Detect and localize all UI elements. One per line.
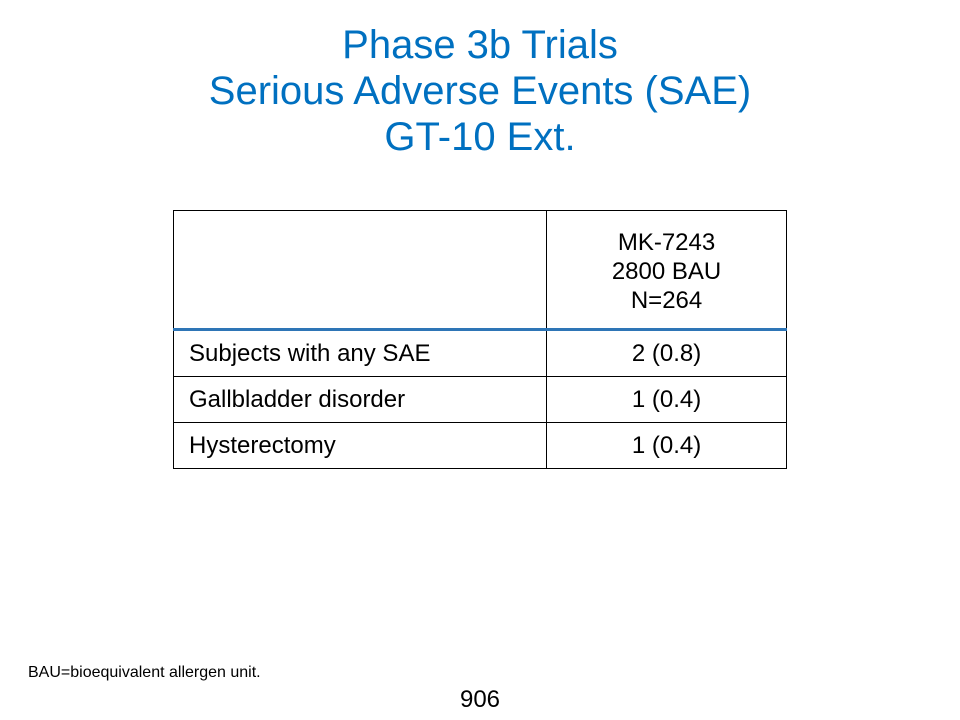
row-label: Gallbladder disorder — [172, 376, 548, 423]
header-n: N=264 — [630, 287, 703, 314]
table-header-row: MK-7243 2800 BAU N=264 — [172, 210, 787, 331]
header-dose: 2800 BAU — [611, 258, 722, 285]
slide-title: Phase 3b Trials Serious Adverse Events (… — [0, 22, 960, 160]
header-empty-cell — [172, 210, 548, 331]
row-label: Hysterectomy — [172, 422, 548, 469]
table-row: Hysterectomy 1 (0.4) — [172, 422, 787, 469]
row-label: Subjects with any SAE — [172, 329, 548, 377]
table-row: Gallbladder disorder 1 (0.4) — [172, 376, 787, 423]
sae-table: MK-7243 2800 BAU N=264 Subjects with any… — [172, 210, 787, 469]
header-treatment-cell: MK-7243 2800 BAU N=264 — [546, 210, 787, 331]
row-value: 1 (0.4) — [546, 422, 787, 469]
header-drug-name: MK-7243 — [617, 229, 716, 256]
table-row: Subjects with any SAE 2 (0.8) — [172, 329, 787, 377]
row-value: 1 (0.4) — [546, 376, 787, 423]
footnote: BAU=bioequivalent allergen unit. — [28, 664, 261, 681]
page-number: 906 — [459, 686, 501, 713]
title-line-3: GT-10 Ext. — [384, 115, 576, 159]
title-line-1: Phase 3b Trials — [342, 23, 618, 67]
row-value: 2 (0.8) — [546, 329, 787, 377]
title-line-2: Serious Adverse Events (SAE) — [208, 69, 752, 113]
